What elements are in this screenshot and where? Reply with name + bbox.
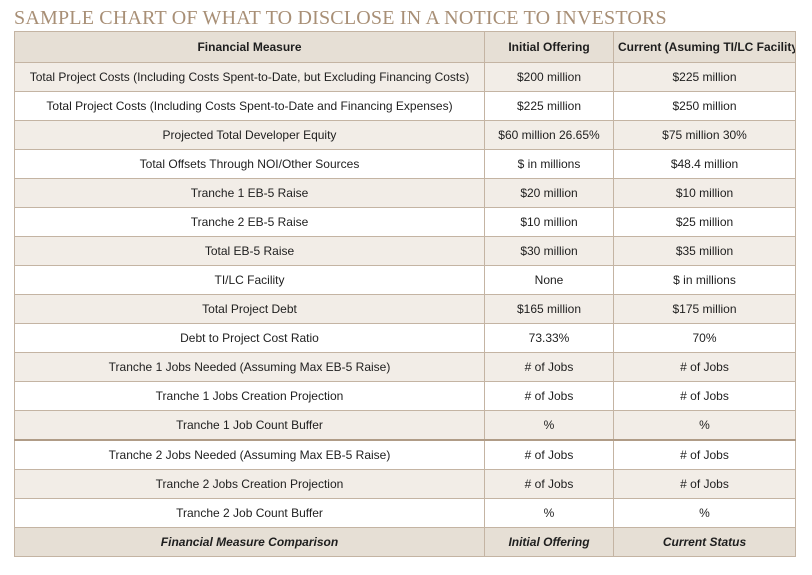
table-row: Tranche 2 EB-5 Raise $10 million $25 mil… xyxy=(14,207,796,237)
initial-offering-cell: # of Jobs xyxy=(484,439,614,470)
current-cell: % xyxy=(613,498,796,528)
table-body: Total Project Costs (Including Costs Spe… xyxy=(14,62,796,528)
table-row: Tranche 1 Jobs Needed (Assuming Max EB-5… xyxy=(14,352,796,382)
initial-offering-cell: $200 million xyxy=(484,62,614,92)
current-cell: $ in millions xyxy=(613,265,796,295)
current-cell: % xyxy=(613,410,796,441)
initial-offering-cell: None xyxy=(484,265,614,295)
table-row: Tranche 1 Job Count Buffer % % xyxy=(14,410,796,441)
initial-offering-cell: # of Jobs xyxy=(484,469,614,499)
column-header-financial-measure: Financial Measure xyxy=(14,31,485,63)
measure-cell: Tranche 1 Job Count Buffer xyxy=(14,410,485,441)
disclosure-table: Financial Measure Initial Offering Curre… xyxy=(14,31,796,557)
current-cell: $75 million 30% xyxy=(613,120,796,150)
current-cell: $10 million xyxy=(613,178,796,208)
table-row: Total Project Costs (Including Costs Spe… xyxy=(14,62,796,92)
current-cell: # of Jobs xyxy=(613,352,796,382)
measure-cell: Total Project Debt xyxy=(14,294,485,324)
table-row: Projected Total Developer Equity $60 mil… xyxy=(14,120,796,150)
measure-cell: Debt to Project Cost Ratio xyxy=(14,323,485,353)
current-cell: # of Jobs xyxy=(613,469,796,499)
footer-financial-measure-comparison: Financial Measure Comparison xyxy=(14,527,485,557)
column-header-initial-offering: Initial Offering xyxy=(484,31,614,63)
measure-cell: Tranche 1 Jobs Creation Projection xyxy=(14,381,485,411)
footer-current-status: Current Status xyxy=(613,527,796,557)
initial-offering-cell: $60 million 26.65% xyxy=(484,120,614,150)
table-row: Total Project Debt $165 million $175 mil… xyxy=(14,294,796,324)
initial-offering-cell: $225 million xyxy=(484,91,614,121)
initial-offering-cell: $ in millions xyxy=(484,149,614,179)
table-row: Tranche 1 EB-5 Raise $20 million $10 mil… xyxy=(14,178,796,208)
header-row: Financial Measure Initial Offering Curre… xyxy=(14,31,796,63)
measure-cell: Total Offsets Through NOI/Other Sources xyxy=(14,149,485,179)
table-header: Financial Measure Initial Offering Curre… xyxy=(14,31,796,63)
table-row: Tranche 2 Jobs Creation Projection # of … xyxy=(14,469,796,499)
initial-offering-cell: % xyxy=(484,498,614,528)
initial-offering-cell: $20 million xyxy=(484,178,614,208)
table-row: Debt to Project Cost Ratio 73.33% 70% xyxy=(14,323,796,353)
initial-offering-cell: $10 million xyxy=(484,207,614,237)
table-row: Total Offsets Through NOI/Other Sources … xyxy=(14,149,796,179)
current-cell: $250 million xyxy=(613,91,796,121)
current-cell: $35 million xyxy=(613,236,796,266)
measure-cell: Tranche 2 EB-5 Raise xyxy=(14,207,485,237)
current-cell: $175 million xyxy=(613,294,796,324)
measure-cell: Projected Total Developer Equity xyxy=(14,120,485,150)
measure-cell: Tranche 2 Jobs Needed (Assuming Max EB-5… xyxy=(14,439,485,470)
current-cell: # of Jobs xyxy=(613,381,796,411)
table-row: Tranche 1 Jobs Creation Projection # of … xyxy=(14,381,796,411)
current-cell: # of Jobs xyxy=(613,439,796,470)
measure-cell: Tranche 2 Jobs Creation Projection xyxy=(14,469,485,499)
page-title: SAMPLE CHART OF WHAT TO DISCLOSE IN A NO… xyxy=(14,7,667,29)
table-row: TI/LC Facility None $ in millions xyxy=(14,265,796,295)
initial-offering-cell: # of Jobs xyxy=(484,352,614,382)
measure-cell: Tranche 1 Jobs Needed (Assuming Max EB-5… xyxy=(14,352,485,382)
table-row: Tranche 2 Job Count Buffer % % xyxy=(14,498,796,528)
table-row: Total EB-5 Raise $30 million $35 million xyxy=(14,236,796,266)
table-row: Tranche 2 Jobs Needed (Assuming Max EB-5… xyxy=(14,439,796,470)
footer-row: Financial Measure Comparison Initial Off… xyxy=(14,527,796,557)
current-cell: $25 million xyxy=(613,207,796,237)
current-cell: $225 million xyxy=(613,62,796,92)
measure-cell: TI/LC Facility xyxy=(14,265,485,295)
measure-cell: Total EB-5 Raise xyxy=(14,236,485,266)
initial-offering-cell: % xyxy=(484,410,614,441)
current-cell: $48.4 million xyxy=(613,149,796,179)
initial-offering-cell: $165 million xyxy=(484,294,614,324)
initial-offering-cell: 73.33% xyxy=(484,323,614,353)
measure-cell: Tranche 1 EB-5 Raise xyxy=(14,178,485,208)
table-row: Total Project Costs (Including Costs Spe… xyxy=(14,91,796,121)
current-cell: 70% xyxy=(613,323,796,353)
footer-initial-offering: Initial Offering xyxy=(484,527,614,557)
measure-cell: Total Project Costs (Including Costs Spe… xyxy=(14,91,485,121)
initial-offering-cell: # of Jobs xyxy=(484,381,614,411)
column-header-current: Current (Asuming TI/LC Facility) xyxy=(613,31,796,63)
initial-offering-cell: $30 million xyxy=(484,236,614,266)
measure-cell: Total Project Costs (Including Costs Spe… xyxy=(14,62,485,92)
table-footer: Financial Measure Comparison Initial Off… xyxy=(14,527,796,557)
measure-cell: Tranche 2 Job Count Buffer xyxy=(14,498,485,528)
